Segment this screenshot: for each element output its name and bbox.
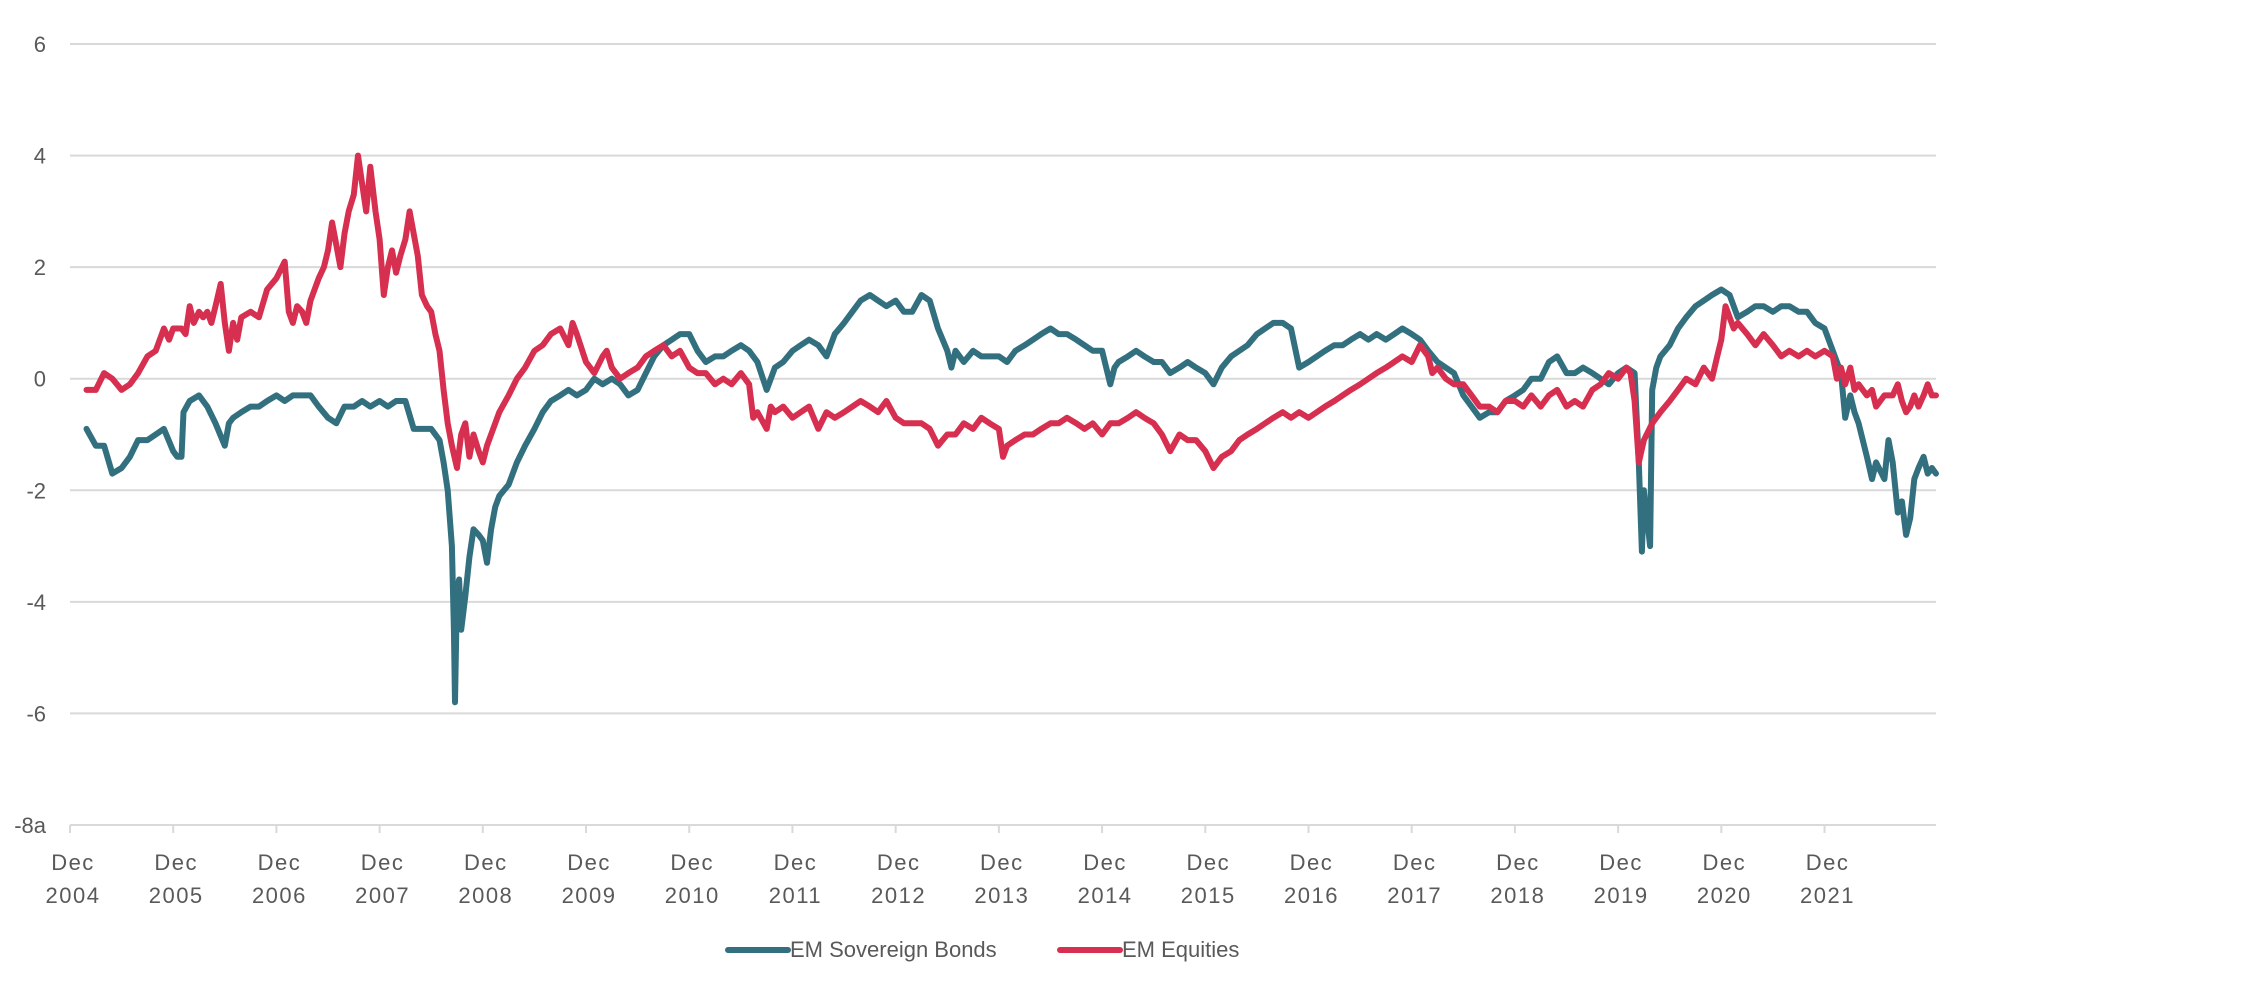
legend-label: EM Equities xyxy=(1122,937,1239,962)
legend: EM Sovereign Bonds EM Equities xyxy=(725,937,1239,962)
legend-label: EM Sovereign Bonds xyxy=(790,937,997,962)
x-tick-label-year: 2009 xyxy=(562,883,617,908)
x-tick-label-year: 2014 xyxy=(1078,883,1133,908)
x-tick-label-year: 2016 xyxy=(1284,883,1339,908)
x-tick-label-year: 2020 xyxy=(1697,883,1752,908)
x-tick-label-year: 2021 xyxy=(1800,883,1855,908)
x-tick-label-month: Dec xyxy=(980,850,1024,875)
x-tick-label-year: 2008 xyxy=(458,883,513,908)
x-tick-label-year: 2018 xyxy=(1490,883,1545,908)
x-tick-label-month: Dec xyxy=(567,850,611,875)
x-tick-label-month: Dec xyxy=(361,850,405,875)
x-tick-label-month: Dec xyxy=(670,850,714,875)
y-tick-label: 6 xyxy=(34,32,46,57)
x-tick-label-year: 2015 xyxy=(1181,883,1236,908)
x-tick-label-month: Dec xyxy=(464,850,508,875)
x-tick-label-month: Dec xyxy=(1496,850,1540,875)
x-tick-label-month: Dec xyxy=(877,850,921,875)
y-tick-label: -6 xyxy=(26,701,46,726)
x-tick-label-year: 2011 xyxy=(769,883,822,908)
series-lines xyxy=(83,152,1939,706)
x-tick-label-month: Dec xyxy=(1393,850,1437,875)
x-tick-label-year: 2017 xyxy=(1387,883,1442,908)
y-tick-label: 4 xyxy=(34,144,46,169)
y-tick-label: -8a xyxy=(14,813,47,838)
x-tick-label-month: Dec xyxy=(1806,850,1850,875)
x-tick-label-year: 2019 xyxy=(1594,883,1649,908)
x-tick-label-year: 2004 xyxy=(46,883,101,908)
series-line-em-equities xyxy=(83,152,1939,471)
x-tick-label-month: Dec xyxy=(154,850,198,875)
x-tick-label-year: 2012 xyxy=(871,883,926,908)
gridlines xyxy=(70,43,1936,826)
x-tick-label-month: Dec xyxy=(1083,850,1127,875)
x-tick-label-month: Dec xyxy=(51,850,95,875)
y-tick-label: -2 xyxy=(26,478,46,503)
x-tick-label-year: 2005 xyxy=(149,883,204,908)
x-tick-label-year: 2007 xyxy=(355,883,410,908)
x-tick-label-month: Dec xyxy=(774,850,818,875)
x-axis-ticks: Dec 2004 Dec 2005 Dec 2006 Dec 2007 Dec 2008 Dec 20… xyxy=(46,825,1855,908)
x-tick-label-year: 2006 xyxy=(252,883,307,908)
x-tick-label-month: Dec xyxy=(1703,850,1747,875)
x-tick-label-month: Dec xyxy=(258,850,302,875)
x-tick-label-year: 2010 xyxy=(665,883,720,908)
x-tick-label-month: Dec xyxy=(1290,850,1334,875)
x-tick-label-month: Dec xyxy=(1186,850,1230,875)
y-axis-ticks: 6 4 2 0 -2 -4 -6 -8a xyxy=(14,32,47,838)
y-tick-label: 0 xyxy=(34,367,46,392)
x-tick-label-month: Dec xyxy=(1599,850,1643,875)
y-tick-label: -4 xyxy=(26,590,46,615)
y-tick-label: 2 xyxy=(34,255,46,280)
series-line-em-sovereign-bonds xyxy=(83,286,1939,706)
x-tick-label-year: 2013 xyxy=(974,883,1029,908)
